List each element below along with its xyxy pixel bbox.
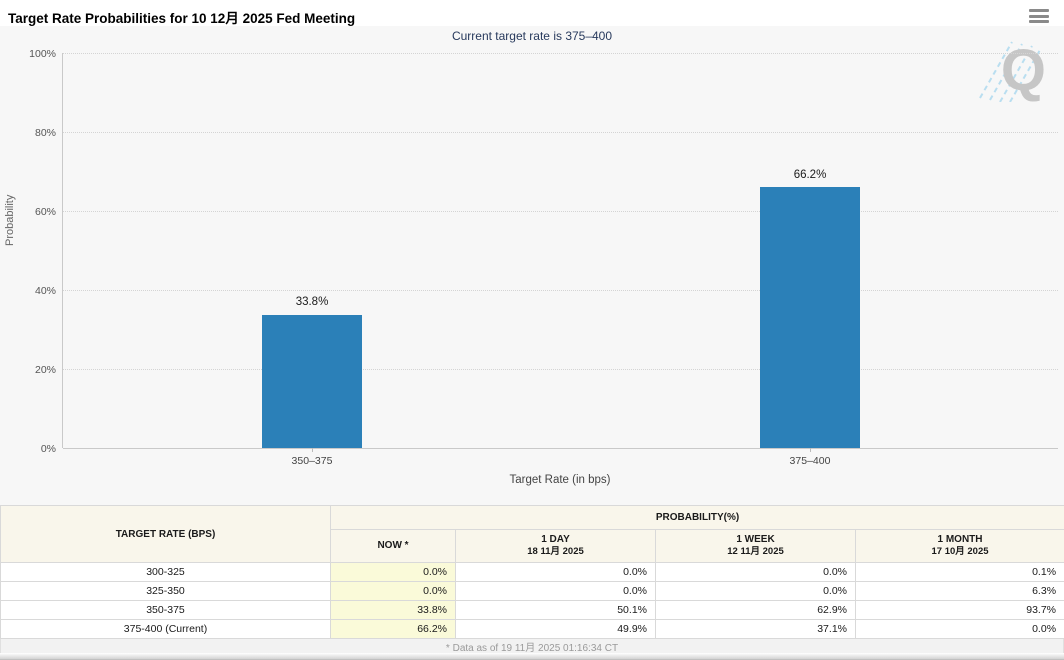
y-axis-title: Probability: [4, 194, 16, 246]
col-header-1week-date: 12 11月 2025: [727, 546, 784, 558]
one-month-value-cell: 93.7%: [854, 600, 1064, 620]
gridline: 80%: [35, 127, 1058, 139]
col-header-1month: 1 MONTH 17 10月 2025: [854, 529, 1064, 563]
x-tick-label: 350–375: [291, 455, 333, 467]
rate-cell: 375-400 (Current): [0, 619, 331, 639]
x-tick-label: 375–400: [789, 455, 831, 467]
gridline: 40%: [35, 285, 1058, 297]
col-header-now: NOW *: [330, 529, 456, 563]
one-week-value-cell: 62.9%: [655, 600, 856, 620]
one-day-value-cell: 50.1%: [455, 600, 656, 620]
one-week-value-cell: 0.0%: [655, 562, 856, 582]
plot-area: 0% 20% 40% 60% 80% 100% 33.8% 350–375 66.2% 375–4…: [29, 48, 1058, 467]
one-month-value-cell: 6.3%: [854, 581, 1064, 601]
gridline: 60%: [35, 206, 1058, 218]
bottom-divider: [0, 653, 1064, 660]
probability-table: TARGET RATE (BPS) PROBABILITY(%) NOW * 1…: [0, 505, 1064, 639]
y-tick-label: 40%: [34, 285, 56, 297]
now-value-cell: 0.0%: [330, 562, 456, 582]
col-header-1week: 1 WEEK 12 11月 2025: [655, 529, 856, 563]
table-row: 325-350 0.0% 0.0% 0.0% 6.3%: [0, 581, 1064, 601]
y-tick-label: 0%: [40, 443, 56, 455]
gridline: 0%: [41, 443, 1058, 455]
one-day-value-cell: 0.0%: [455, 562, 656, 582]
x-tick: [810, 448, 811, 452]
hamburger-menu-icon[interactable]: [1028, 7, 1050, 25]
bar-375–400[interactable]: [760, 186, 860, 448]
current-target-rate-note: Current target rate is 375–400: [451, 29, 613, 43]
page-title: Target Rate Probabilities for 10 12月 202…: [8, 11, 356, 26]
now-value-cell: 0.0%: [330, 581, 456, 601]
table-row: 375-400 (Current) 66.2% 49.9% 37.1% 0.0%: [0, 619, 1064, 639]
now-value-cell: 66.2%: [330, 619, 456, 639]
col-group-header-probability: PROBABILITY(%): [329, 505, 1064, 530]
col-header-1month-date: 17 10月 2025: [931, 546, 989, 558]
rate-cell: 350-375: [0, 600, 331, 620]
now-value-cell: 33.8%: [330, 600, 456, 620]
x-tick: [312, 448, 313, 452]
one-week-value-cell: 37.1%: [655, 619, 856, 639]
table-row: 300-325 0.0% 0.0% 0.0% 0.1%: [0, 562, 1064, 582]
gridline: 20%: [35, 364, 1058, 376]
table-row: 350-375 33.8% 50.1% 62.9% 93.7%: [0, 600, 1064, 620]
rate-cell: 300-325: [0, 562, 331, 582]
y-tick-label: 20%: [34, 364, 56, 376]
one-day-value-cell: 49.9%: [455, 619, 656, 639]
header: Target Rate Probabilities for 10 12月 202…: [0, 0, 1064, 26]
col-header-target-rate: TARGET RATE (BPS): [0, 505, 331, 563]
one-month-value-cell: 0.1%: [854, 562, 1064, 582]
one-day-value-cell: 0.0%: [455, 581, 656, 601]
y-tick-label: 100%: [29, 48, 56, 60]
y-tick-label: 60%: [34, 206, 56, 218]
one-month-value-cell: 0.0%: [854, 619, 1064, 639]
y-tick-label: 80%: [34, 127, 56, 139]
col-header-1day: 1 DAY 18 11月 2025: [455, 529, 656, 563]
bar-value-label: 33.8%: [295, 296, 329, 309]
x-axis-title: Target Rate (in bps): [509, 474, 611, 486]
bar-350–375[interactable]: [262, 314, 362, 448]
bar-value-label: 66.2%: [793, 168, 827, 181]
probability-chart: Current target rate is 375–400 Q Probabi…: [0, 26, 1064, 505]
col-header-1day-date: 18 11月 2025: [527, 546, 584, 558]
rate-cell: 325-350: [0, 581, 331, 601]
gridline: 100%: [29, 48, 1058, 60]
one-week-value-cell: 0.0%: [655, 581, 856, 601]
